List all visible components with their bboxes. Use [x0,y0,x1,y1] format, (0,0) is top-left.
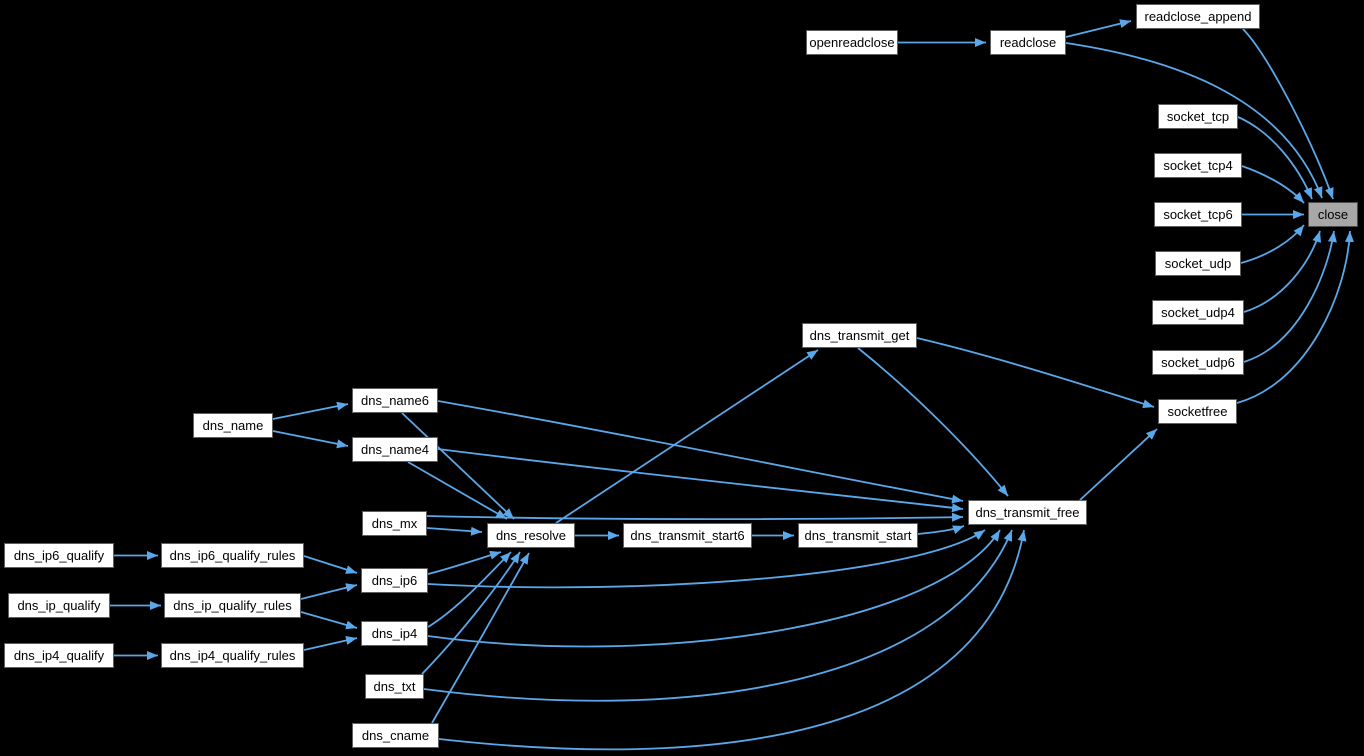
node-dns_ip6_qualify[interactable]: dns_ip6_qualify [4,543,114,568]
edge-dns_transmit_get-to-socketfree [916,337,1155,409]
edge-dns_cname-to-dns_resolve [431,552,530,724]
edge-dns_name6-to-dns_resolve [401,412,515,520]
node-socketfree[interactable]: socketfree [1158,399,1237,424]
node-dns_ip4_qualify[interactable]: dns_ip4_qualify [4,643,114,668]
edge-dns_mx-to-dns_transmit_free [426,512,964,522]
edge-socket_udp-to-close [1240,224,1305,264]
edge-socketfree-to-close [1236,230,1354,404]
edge-dns_ip4_qualify_rules-to-dns_ip4 [303,636,358,651]
edge-dns_name4-to-dns_transmit_free [437,448,964,513]
edge-dns_name-to-dns_name6 [272,401,349,420]
edge-dns_ip_qualify_rules-to-dns_ip4 [300,611,358,630]
node-dns_name4[interactable]: dns_name4 [352,437,438,462]
edge-dns_ip_qualify_rules-to-dns_ip6 [300,583,358,600]
node-dns_ip6[interactable]: dns_ip6 [361,568,428,593]
edge-dns_transmit_get-to-dns_transmit_free [857,347,1009,497]
edge-dns_ip6-to-dns_resolve [427,550,502,575]
node-dns_name[interactable]: dns_name [193,413,273,438]
node-socket_tcp[interactable]: socket_tcp [1158,104,1238,129]
edge-dns_transmit_free-to-socketfree [1079,428,1158,501]
node-dns_ip6_qualify_rules[interactable]: dns_ip6_qualify_rules [161,543,304,568]
edge-dns_mx-to-dns_resolve [426,526,483,536]
node-dns_transmit_free[interactable]: dns_transmit_free [968,500,1087,525]
edge-dns_ip6-to-dns_transmit_free [427,529,986,589]
node-socket_udp[interactable]: socket_udp [1155,251,1241,276]
edge-dns_ip6_qualify_rules-to-dns_ip6 [303,555,358,574]
node-socket_tcp6[interactable]: socket_tcp6 [1154,202,1242,227]
edge-socket_udp4-to-close [1243,230,1322,313]
edge-socket_tcp4-to-close [1241,165,1305,204]
edge-dns_name4-to-dns_resolve [407,461,508,520]
edge-dns_txt-to-dns_resolve [421,551,521,675]
edge-dns_name-to-dns_name4 [272,430,349,449]
edge-dns_cname-to-dns_transmit_free [438,529,1027,751]
edge-dns_resolve-to-dns_transmit_get [555,349,819,524]
node-socket_udp4[interactable]: socket_udp4 [1152,300,1244,325]
edge-dns_ip4-to-dns_resolve [427,551,512,628]
edge-dns_transmit_start-to-dns_transmit_free [917,525,965,535]
node-openreadclose[interactable]: openreadclose [806,30,898,55]
edge-readclose_append-to-close [1242,28,1334,200]
edge-dns_ip4-to-dns_transmit_free [427,529,1001,648]
node-dns_ip_qualify_rules[interactable]: dns_ip_qualify_rules [164,593,301,618]
node-readclose_append[interactable]: readclose_append [1136,4,1260,29]
node-dns_name6[interactable]: dns_name6 [352,388,438,413]
node-socket_udp6[interactable]: socket_udp6 [1152,350,1244,375]
node-dns_txt[interactable]: dns_txt [365,674,424,699]
edge-readclose-to-close [1065,42,1323,199]
node-dns_ip4[interactable]: dns_ip4 [361,621,428,646]
node-dns_transmit_start[interactable]: dns_transmit_start [798,523,918,548]
node-readclose[interactable]: readclose [990,30,1066,55]
node-close: close [1308,202,1358,227]
node-dns_cname[interactable]: dns_cname [352,723,439,748]
node-socket_tcp4[interactable]: socket_tcp4 [1154,153,1242,178]
edge-readclose-to-readclose_append [1065,19,1132,38]
node-dns_ip4_qualify_rules[interactable]: dns_ip4_qualify_rules [161,643,304,668]
node-dns_ip_qualify[interactable]: dns_ip_qualify [8,593,110,618]
node-dns_transmit_get[interactable]: dns_transmit_get [802,323,917,348]
node-dns_mx[interactable]: dns_mx [362,511,427,536]
edge-dns_txt-to-dns_transmit_free [423,529,1013,702]
edge-socket_tcp-to-close [1237,116,1313,200]
edge-dns_name6-to-dns_transmit_free [437,400,964,504]
node-dns_resolve[interactable]: dns_resolve [487,523,575,548]
edge-socket_udp6-to-close [1243,230,1337,363]
node-dns_transmit_start6[interactable]: dns_transmit_start6 [623,523,752,548]
